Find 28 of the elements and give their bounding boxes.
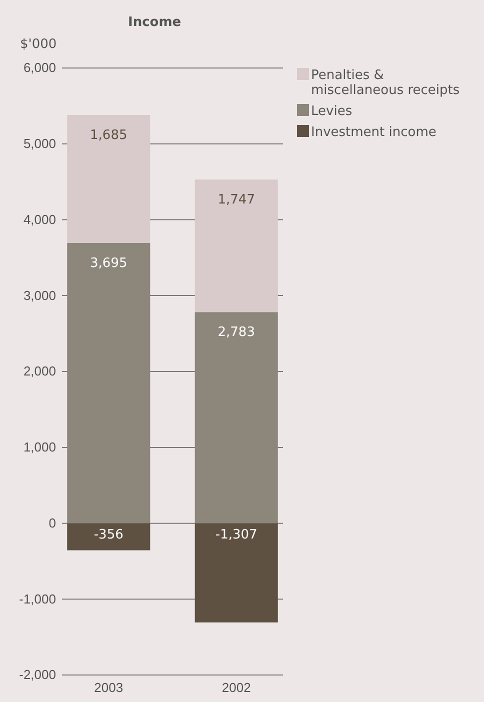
data-label: 1,685	[90, 128, 128, 144]
y-axis-title: $'000	[20, 37, 57, 52]
data-label: 2,783	[218, 325, 255, 340]
legend-label: Penalties & miscellaneous receipts	[311, 68, 460, 98]
data-label: 1,747	[218, 192, 255, 208]
y-tick-label: 2,000	[23, 364, 56, 379]
data-label: 3,695	[90, 256, 128, 271]
bar	[194, 312, 278, 524]
bar	[194, 180, 278, 312]
y-tick-label: 0	[48, 515, 56, 530]
y-tick-label: 3,000	[23, 288, 56, 303]
x-tick-label: 2003	[94, 680, 124, 696]
x-tick-label: 2002	[222, 680, 251, 696]
y-tick-label: -1,000	[19, 591, 56, 606]
bar	[67, 523, 150, 550]
y-tick-label: 1,000	[23, 440, 56, 455]
chart-title: Income	[128, 15, 182, 30]
bar	[194, 523, 278, 622]
bar	[67, 115, 150, 243]
bar	[67, 242, 150, 524]
data-label: -1,307	[215, 527, 258, 542]
data-label: -356	[94, 527, 124, 542]
legend-label: Levies	[311, 104, 352, 119]
y-tick-label: -2,000	[19, 667, 56, 682]
y-tick-label: 5,000	[23, 136, 56, 152]
legend-label: Investment income	[311, 125, 436, 140]
y-tick-label: 4,000	[23, 212, 56, 227]
y-tick-label: 6,000	[23, 60, 56, 76]
